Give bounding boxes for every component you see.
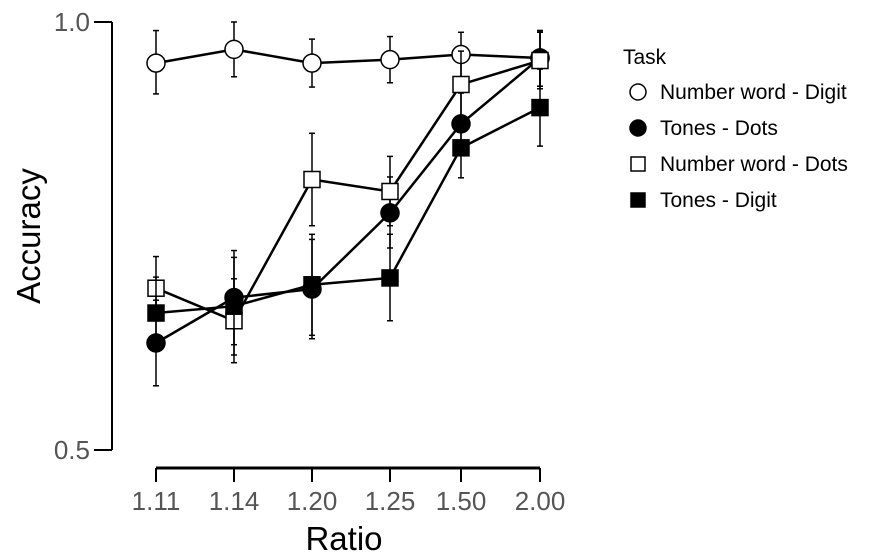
series-tones-digit	[147, 68, 549, 356]
legend-item: Number word - Digit	[629, 81, 847, 104]
data-point	[531, 51, 549, 70]
legend-symbol	[629, 83, 647, 101]
series-line	[155, 59, 541, 323]
data-point	[303, 276, 321, 294]
x-axis-ticks: 1.11 1.14 1.20 1.25 1.50 2.00	[132, 468, 566, 516]
legend-symbol	[629, 119, 647, 137]
legend-label: Tones - Dots	[660, 117, 778, 140]
legend-label: Tones - Digit	[660, 189, 777, 212]
legend-symbol	[630, 156, 646, 172]
data-point	[146, 53, 166, 73]
data-point	[531, 98, 549, 117]
x-tick-label: 1.25	[365, 486, 416, 516]
legend-item: Tones - Digit	[630, 189, 777, 212]
y-tick-label: 1.0	[54, 7, 90, 37]
y-tick-label: 0.5	[54, 435, 90, 465]
legend-title: Task	[623, 46, 667, 69]
legend-item: Tones - Dots	[629, 117, 778, 140]
x-tick-label: 1.50	[436, 486, 487, 516]
series-number-word-digit	[146, 21, 550, 95]
x-tick-label: 1.11	[132, 486, 181, 516]
series-line	[155, 106, 541, 315]
series-tones-dots	[146, 29, 550, 387]
data-point	[452, 75, 470, 94]
x-tick-label: 2.00	[515, 486, 566, 516]
legend-symbol	[630, 192, 646, 208]
data-point	[302, 53, 322, 73]
data-point	[381, 182, 399, 201]
legend-label: Number word - Dots	[660, 153, 848, 176]
data-point	[380, 49, 400, 70]
series-line	[155, 56, 541, 345]
data-point	[381, 269, 399, 287]
legend: Task Number word - Digit Tones - Dots Numb…	[623, 46, 848, 212]
x-tick-label: 1.20	[287, 486, 338, 516]
data-point	[452, 139, 470, 157]
y-axis-ticks: 0.5 1.0	[54, 7, 112, 465]
data-point	[225, 297, 243, 315]
data-point	[303, 170, 321, 189]
x-axis-title: Ratio	[305, 520, 382, 556]
series-line	[155, 48, 541, 65]
y-axis-title: Accuracy	[10, 168, 47, 304]
data-point	[147, 304, 165, 322]
legend-label: Number word - Digit	[660, 81, 847, 104]
x-tick-label: 1.14	[209, 486, 260, 516]
legend-item: Number word - Dots	[630, 153, 848, 176]
data-point	[224, 39, 244, 60]
plot-area	[146, 21, 550, 387]
